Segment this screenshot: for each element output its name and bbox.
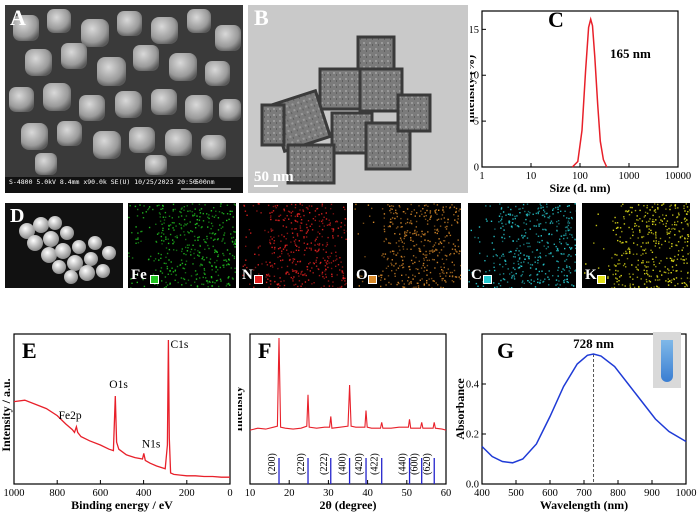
eds-element-label: Fe xyxy=(131,267,147,284)
x-axis-label: Wavelength (nm) xyxy=(540,498,628,512)
hkl-label: (600) xyxy=(410,453,421,475)
cuvette-liquid xyxy=(661,340,673,382)
x-axis-label: 2θ (degree) xyxy=(319,498,376,512)
eds-element-label: N xyxy=(242,267,253,284)
eds-map-n: N xyxy=(239,203,347,288)
x-tick-label: 1 xyxy=(479,171,484,182)
eds-color-swatch xyxy=(254,275,263,284)
eds-color-swatch xyxy=(597,275,606,284)
tem-scale-label: 50 nm xyxy=(254,169,294,186)
sem-info-bar: S-4800 5.0kV 8.4mm x90.0k SE(U) 10/25/20… xyxy=(9,178,197,186)
hkl-label: (440) xyxy=(398,453,409,475)
peak-annotation: 728 nm xyxy=(573,336,614,351)
panel-a-sem-image: S-4800 5.0kV 8.4mm x90.0k SE(U) 10/25/20… xyxy=(5,5,243,193)
x-tick-label: 200 xyxy=(179,488,195,499)
y-tick-label: 15 xyxy=(470,25,479,36)
x-tick-label: 800 xyxy=(49,488,65,499)
hkl-label: (220) xyxy=(296,453,307,475)
eds-map-k: K xyxy=(582,203,690,288)
peak-label-n1s: N1s xyxy=(142,438,161,450)
eds-element-label: O xyxy=(356,267,368,284)
sem-particles xyxy=(5,5,243,193)
eds-map-c: C xyxy=(468,203,576,288)
hkl-label: (420) xyxy=(354,453,365,475)
peak-label-c1s: C1s xyxy=(170,339,188,351)
x-tick-label: 10 xyxy=(245,488,256,499)
peak-annotation: 165 nm xyxy=(610,46,651,61)
x-tick-label: 1000 xyxy=(676,488,697,499)
peak-label-o1s: O1s xyxy=(109,379,128,391)
x-tick-label: 10000 xyxy=(665,171,691,182)
hkl-label: (422) xyxy=(370,453,381,475)
x-tick-label: 20 xyxy=(284,488,295,499)
y-tick-label: 0.2 xyxy=(466,430,479,441)
eds-map-fe: Fe xyxy=(128,203,236,288)
hkl-label: (400) xyxy=(338,453,349,475)
eds-color-swatch xyxy=(368,275,377,284)
dls-series-line xyxy=(572,19,606,167)
y-tick-label: 0 xyxy=(474,163,479,174)
hkl-label: (620) xyxy=(422,453,433,475)
sem-scale-label: 500nm xyxy=(195,178,215,186)
eds-color-swatch xyxy=(150,275,159,284)
y-axis-label: Intensity / a.u. xyxy=(0,378,13,451)
panel-label-d: D xyxy=(10,206,24,226)
y-axis-label: Intensity (%) xyxy=(470,55,477,123)
y-tick-label: 0.4 xyxy=(466,380,480,391)
x-tick-label: 900 xyxy=(644,488,660,499)
x-tick-label: 10 xyxy=(526,171,537,182)
y-axis-label: Intensity xyxy=(238,386,245,431)
panel-label-c: C xyxy=(548,9,564,31)
x-tick-label: 0 xyxy=(227,488,232,499)
x-tick-label: 1000 xyxy=(4,488,25,499)
eds-map-o: O xyxy=(353,203,461,288)
cuvette-photo xyxy=(653,332,681,388)
peak-label-fe2p: Fe2p xyxy=(59,410,82,422)
eds-element-label: C xyxy=(471,267,482,284)
panel-label-e: E xyxy=(22,340,37,362)
x-tick-label: 60 xyxy=(441,488,452,499)
panel-label-f: F xyxy=(258,340,271,362)
hkl-label: (222) xyxy=(319,453,330,475)
x-tick-label: 500 xyxy=(508,488,524,499)
y-axis-label: Absorbance xyxy=(456,378,467,440)
panel-b-tem-image: 50 nm xyxy=(248,5,468,193)
panel-label-a: A xyxy=(10,7,26,29)
x-tick-label: 50 xyxy=(402,488,413,499)
x-axis-label: Binding energy / eV xyxy=(71,498,173,512)
hkl-label: (200) xyxy=(267,453,278,475)
tem-cubes xyxy=(248,5,468,193)
xps-series-line xyxy=(14,340,230,477)
x-tick-label: 1000 xyxy=(619,171,640,182)
panel-label-g: G xyxy=(497,340,514,362)
panel-label-b: B xyxy=(254,7,269,29)
eds-element-label: K xyxy=(585,267,597,284)
x-axis-label: Size (d. nm) xyxy=(550,181,611,195)
xrd-series-line xyxy=(250,338,446,430)
y-tick-label: 0.0 xyxy=(466,480,479,491)
eds-color-swatch xyxy=(483,275,492,284)
